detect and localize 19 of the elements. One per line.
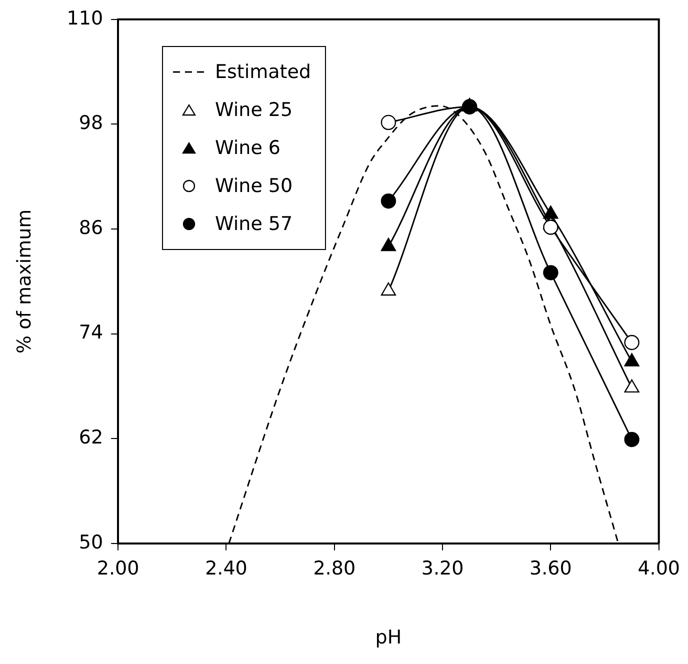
x-tick-label: 3.60 bbox=[530, 558, 572, 580]
x-tick-label: 3.20 bbox=[421, 558, 464, 580]
y-tick-label: 62 bbox=[78, 426, 104, 449]
y-tick-label: 110 bbox=[66, 7, 104, 30]
legend-label: Estimated bbox=[215, 61, 311, 83]
legend-label: Wine 50 bbox=[215, 175, 293, 197]
y-tick-label: 50 bbox=[78, 531, 104, 554]
x-tick-label: 2.40 bbox=[205, 558, 248, 580]
y-tick-label: 74 bbox=[78, 322, 104, 344]
legend-label: Wine 6 bbox=[215, 137, 281, 159]
x-tick-label: 2.80 bbox=[313, 558, 356, 580]
x-tick-label: 4.00 bbox=[638, 558, 680, 580]
legend-label: Wine 25 bbox=[215, 99, 293, 121]
y-tick-label: 86 bbox=[78, 216, 104, 239]
legend-label: Wine 57 bbox=[215, 213, 293, 235]
x-axis-title: pH bbox=[375, 626, 402, 649]
y-tick-label: 98 bbox=[78, 112, 104, 134]
x-tick-label: 2.00 bbox=[96, 558, 140, 580]
y-axis-title: % of maximum bbox=[13, 209, 36, 354]
